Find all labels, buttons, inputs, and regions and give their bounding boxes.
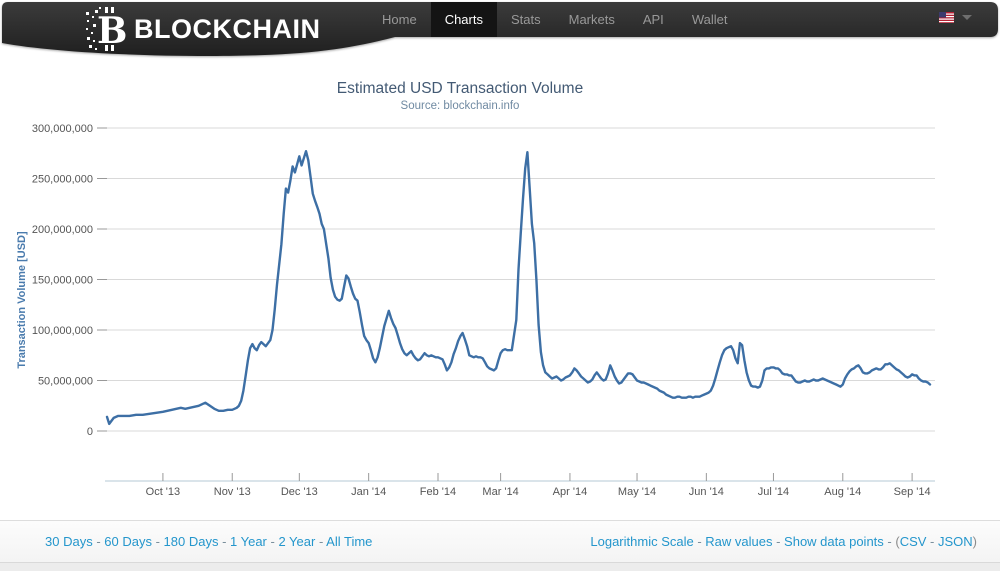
paren-text: ) xyxy=(972,534,977,549)
nav-item-api[interactable]: API xyxy=(642,12,664,27)
svg-text:250,000,000: 250,000,000 xyxy=(32,174,93,186)
svg-text:Jun '14: Jun '14 xyxy=(689,486,724,498)
main-nav: Home Charts Stats Markets API Wallet xyxy=(368,2,741,37)
link-separator: - xyxy=(92,534,105,549)
footer-bar: 30 Days - 60 Days - 180 Days - 1 Year - … xyxy=(0,520,1000,562)
option-link-show-data-points[interactable]: Show data points xyxy=(784,534,884,549)
svg-text:Mar '14: Mar '14 xyxy=(482,486,518,498)
svg-text:200,000,000: 200,000,000 xyxy=(32,224,93,236)
svg-text:Apr '14: Apr '14 xyxy=(553,486,588,498)
nav-item-markets[interactable]: Markets xyxy=(568,12,615,27)
svg-text:Oct '13: Oct '13 xyxy=(146,486,181,498)
link-separator: - xyxy=(883,534,896,549)
svg-text:Jan '14: Jan '14 xyxy=(351,486,386,498)
svg-text:50,000,000: 50,000,000 xyxy=(38,376,93,388)
us-flag-icon xyxy=(939,12,954,23)
svg-text:100,000,000: 100,000,000 xyxy=(32,325,93,337)
paren-text: ( xyxy=(895,534,900,549)
link-separator: - xyxy=(218,534,231,549)
link-separator: - xyxy=(315,534,327,549)
language-selector[interactable] xyxy=(939,12,972,23)
time-range-links: 30 Days - 60 Days - 180 Days - 1 Year - … xyxy=(45,521,372,562)
export-link-json[interactable]: JSON xyxy=(937,534,973,549)
bottom-strip xyxy=(0,562,1000,571)
chevron-down-icon xyxy=(962,15,972,20)
option-link-logarithmic-scale[interactable]: Logarithmic Scale xyxy=(590,534,694,549)
svg-text:0: 0 xyxy=(87,426,93,438)
link-separator: - xyxy=(772,534,785,549)
nav-item-wallet[interactable]: Wallet xyxy=(691,12,728,27)
range-link-all-time[interactable]: All Time xyxy=(326,534,373,549)
nav-item-home[interactable]: Home xyxy=(382,12,417,27)
option-link-raw-values[interactable]: Raw values xyxy=(705,534,773,549)
range-link-180-days[interactable]: 180 Days xyxy=(163,534,219,549)
svg-text:May '14: May '14 xyxy=(618,486,656,498)
range-link-2-year[interactable]: 2 Year xyxy=(278,534,316,549)
svg-text:Nov '13: Nov '13 xyxy=(214,486,251,498)
blockchain-b-icon: B xyxy=(86,7,127,52)
link-separator: - xyxy=(926,534,938,549)
svg-text:Feb '14: Feb '14 xyxy=(420,486,456,498)
range-link-1-year[interactable]: 1 Year xyxy=(230,534,267,549)
nav-item-stats[interactable]: Stats xyxy=(510,12,541,27)
svg-text:150,000,000: 150,000,000 xyxy=(32,275,93,287)
export-link-csv[interactable]: CSV xyxy=(899,534,927,549)
svg-text:Aug '14: Aug '14 xyxy=(824,486,861,498)
link-separator: - xyxy=(266,534,279,549)
range-link-60-days[interactable]: 60 Days xyxy=(104,534,152,549)
chart-title: Estimated USD Transaction Volume xyxy=(336,80,584,97)
nav-item-charts[interactable]: Charts xyxy=(430,2,497,37)
link-separator: - xyxy=(693,534,706,549)
svg-text:300,000,000: 300,000,000 xyxy=(32,123,93,135)
range-link-30-days[interactable]: 30 Days xyxy=(45,534,93,549)
header: B BLOCKCHAIN Home Charts Stats Markets API Wa… xyxy=(0,0,1000,60)
y-axis-label: Transaction Volume [USD] xyxy=(16,231,28,369)
logo-text: BLOCKCHAIN xyxy=(134,13,321,44)
svg-text:Dec '13: Dec '13 xyxy=(281,486,318,498)
svg-text:Jul '14: Jul '14 xyxy=(758,486,789,498)
svg-text:Sep '14: Sep '14 xyxy=(894,486,931,498)
link-separator: - xyxy=(151,534,164,549)
chart-subtitle: Source: blockchain.info xyxy=(400,100,520,112)
blockchain-logo[interactable]: B BLOCKCHAIN xyxy=(84,4,321,54)
chart-option-links: Logarithmic Scale - Raw values - Show da… xyxy=(590,521,977,562)
header-background xyxy=(2,2,998,56)
